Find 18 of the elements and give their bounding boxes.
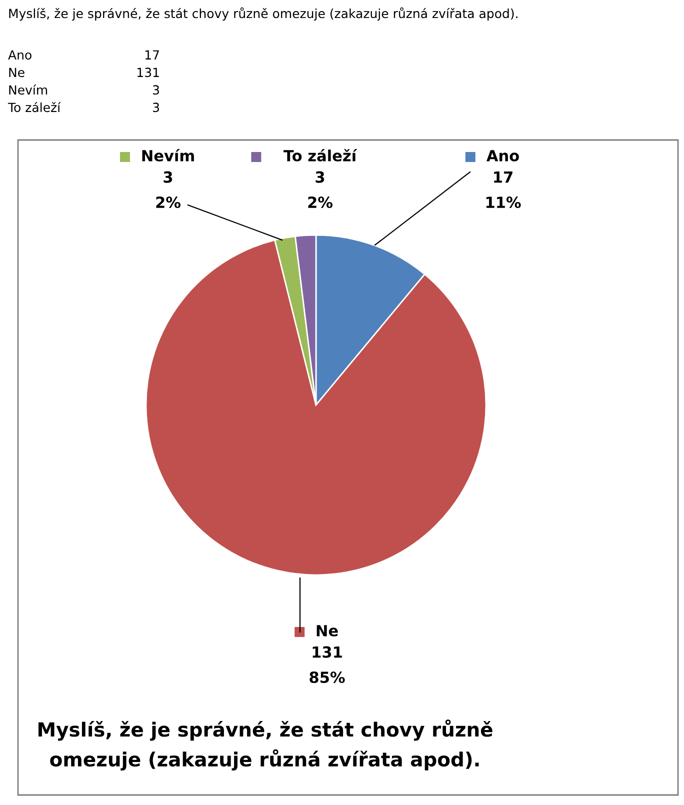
legend-label: Ne bbox=[316, 625, 338, 636]
text: 17 bbox=[145, 50, 159, 60]
data-label: 3 2% bbox=[156, 171, 180, 208]
text: Ano bbox=[8, 50, 32, 60]
text: 3 bbox=[153, 102, 159, 112]
text: Myslíš, že je správné, že stát chovy různě omezuje (zakazuje různá zvířata apod). bbox=[9, 7, 518, 21]
legend-label: To záleží bbox=[284, 148, 358, 162]
text: 3 bbox=[153, 85, 159, 95]
text: Nevím bbox=[9, 84, 48, 95]
text: 131 bbox=[138, 68, 159, 78]
data-label: 131 85% bbox=[310, 646, 345, 684]
text: Myslíš, že je správné, že stát chovy různě omezuje (zakazuje různá zvířata apod). bbox=[38, 719, 492, 771]
text: Ne bbox=[9, 68, 24, 78]
data-label: 17 11% bbox=[486, 171, 521, 208]
legend-label: Nevím bbox=[142, 148, 194, 162]
legend-label: Ano bbox=[486, 150, 519, 162]
text: To záleží bbox=[8, 102, 61, 112]
data-label: 3 2% bbox=[308, 171, 332, 208]
